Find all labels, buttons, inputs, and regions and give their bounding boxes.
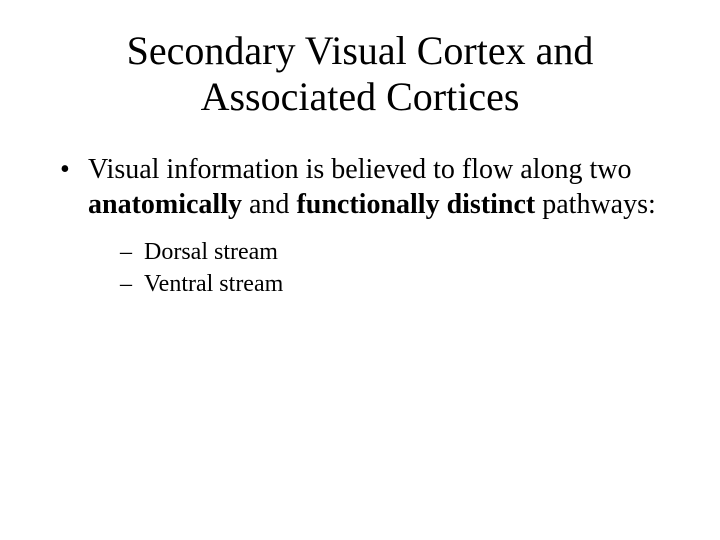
sub-item-2-label: Ventral stream [144, 271, 283, 297]
title-line-1: Secondary Visual Cortex and [127, 28, 594, 73]
sub-item-2: Ventral stream [120, 268, 672, 300]
sub-item-1-label: Dorsal stream [144, 239, 278, 265]
bullet-text-seg3: pathways: [535, 189, 656, 220]
title-line-2: Associated Cortices [201, 74, 520, 119]
bullet-list: Visual information is believed to flow a… [48, 152, 672, 222]
bullet-text-seg1: Visual information is believed to flow a… [88, 154, 631, 185]
bullet-item-1: Visual information is believed to flow a… [56, 152, 672, 222]
bullet-bold-1: anatomically [88, 189, 242, 220]
bullet-text-seg2: and [242, 189, 296, 220]
sub-bullet-list: Dorsal stream Ventral stream [48, 236, 672, 301]
slide-title: Secondary Visual Cortex and Associated C… [48, 28, 672, 120]
bullet-bold-2: functionally distinct [296, 189, 535, 220]
sub-item-1: Dorsal stream [120, 236, 672, 268]
